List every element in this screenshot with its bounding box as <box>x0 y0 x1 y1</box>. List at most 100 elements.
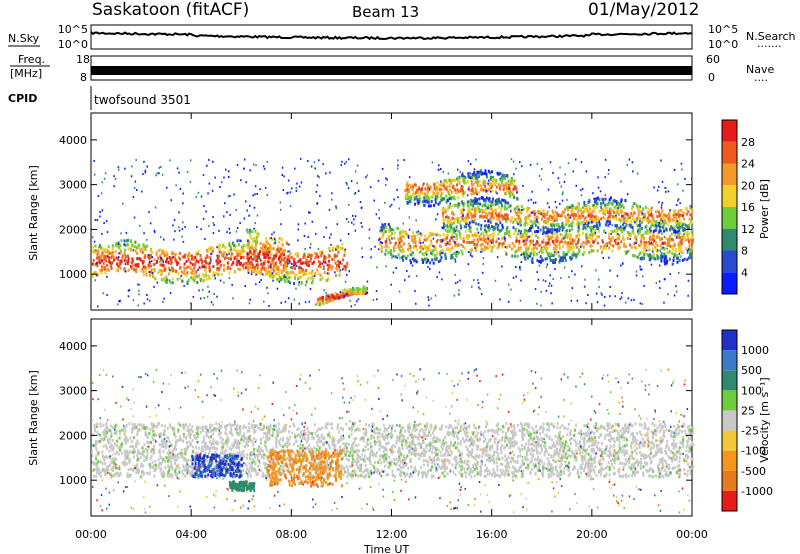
power-cell <box>414 202 417 206</box>
power-cell <box>384 252 387 256</box>
velocity-cell <box>580 471 583 475</box>
power-cell <box>682 250 685 254</box>
power-cell <box>525 229 528 232</box>
power-cell <box>163 297 165 300</box>
power-cell <box>241 249 244 253</box>
power-cell <box>525 234 528 238</box>
power-cell <box>151 275 154 278</box>
power-cell <box>499 298 501 301</box>
power-cell <box>494 199 497 203</box>
power-cell <box>660 237 663 241</box>
power-cell <box>480 214 483 218</box>
power-cell <box>155 253 158 257</box>
power-cell <box>256 263 259 267</box>
power-cell <box>595 201 598 205</box>
power-cell <box>448 204 451 208</box>
power-cell <box>520 223 522 227</box>
power-cell <box>391 237 393 240</box>
power-cell <box>297 239 299 242</box>
power-cell <box>317 175 319 178</box>
power-cell <box>436 232 439 236</box>
power-cell <box>653 186 655 189</box>
power-cell <box>632 229 635 232</box>
power-cell <box>452 252 455 256</box>
power-cell <box>242 256 245 259</box>
power-cell <box>448 197 451 200</box>
power-cell <box>240 179 242 182</box>
power-cell <box>140 247 143 251</box>
power-cell <box>274 242 276 244</box>
power-cell <box>327 247 330 251</box>
power-cell <box>198 266 201 270</box>
power-cell <box>529 239 532 243</box>
power-cell <box>477 202 480 206</box>
power-cell <box>663 301 665 304</box>
power-cell <box>158 166 160 169</box>
power-cell <box>499 210 502 214</box>
power-cell <box>539 212 542 215</box>
power-cell <box>330 233 332 236</box>
power-cell <box>621 262 624 265</box>
power-cell <box>464 176 467 179</box>
power-cell <box>650 207 653 211</box>
power-cell <box>594 217 597 221</box>
power-cell <box>632 170 634 173</box>
power-cell <box>623 244 625 248</box>
power-cell <box>492 210 494 214</box>
power-cell <box>182 192 184 195</box>
power-cell <box>230 252 233 256</box>
velocity-cell <box>146 436 149 439</box>
power-cell <box>461 192 464 196</box>
velocity-cell <box>299 447 302 450</box>
power-cell <box>688 226 691 230</box>
velocity-cell <box>448 459 451 463</box>
power-cell <box>206 249 209 253</box>
power-cell <box>451 236 453 240</box>
power-cell <box>443 226 445 229</box>
power-cell <box>319 301 322 305</box>
power-cell <box>255 237 258 241</box>
power-cell <box>539 255 542 259</box>
power-cell <box>267 247 270 250</box>
power-cell <box>134 240 137 244</box>
power-cell <box>413 198 416 201</box>
power-cell <box>462 245 464 248</box>
colorbar-tick: 4 <box>741 266 748 279</box>
power-cell <box>610 201 613 205</box>
power-cell <box>627 231 629 234</box>
power-cell <box>540 246 543 249</box>
power-cell <box>564 256 567 260</box>
power-cell <box>539 259 542 263</box>
power-cell <box>510 247 513 251</box>
power-cell <box>548 282 551 285</box>
power-cell <box>519 299 522 302</box>
power-cell <box>652 250 654 253</box>
power-cell <box>445 216 447 219</box>
power-cell <box>210 259 212 262</box>
power-cell <box>536 247 538 251</box>
power-cell <box>665 261 668 265</box>
power-cell <box>487 207 489 209</box>
power-cell <box>266 255 269 258</box>
velocity-cell <box>577 469 579 473</box>
power-cell <box>365 287 367 291</box>
velocity-cell <box>614 455 617 459</box>
power-cell <box>505 182 508 186</box>
power-cell <box>650 256 653 260</box>
power-cell <box>104 257 107 261</box>
power-cell <box>564 253 567 256</box>
power-cell <box>639 257 642 261</box>
power-cell <box>411 231 414 234</box>
power-cell <box>478 286 480 289</box>
power-cell <box>590 225 593 229</box>
power-cell <box>592 192 594 195</box>
power-cell <box>598 278 600 281</box>
power-cell <box>267 264 270 268</box>
power-cell <box>497 206 500 209</box>
power-cell <box>221 253 224 257</box>
power-cell <box>582 231 584 235</box>
power-cell <box>539 248 542 252</box>
power-cell <box>581 253 584 257</box>
power-cell <box>532 253 535 257</box>
power-cell <box>658 280 661 283</box>
